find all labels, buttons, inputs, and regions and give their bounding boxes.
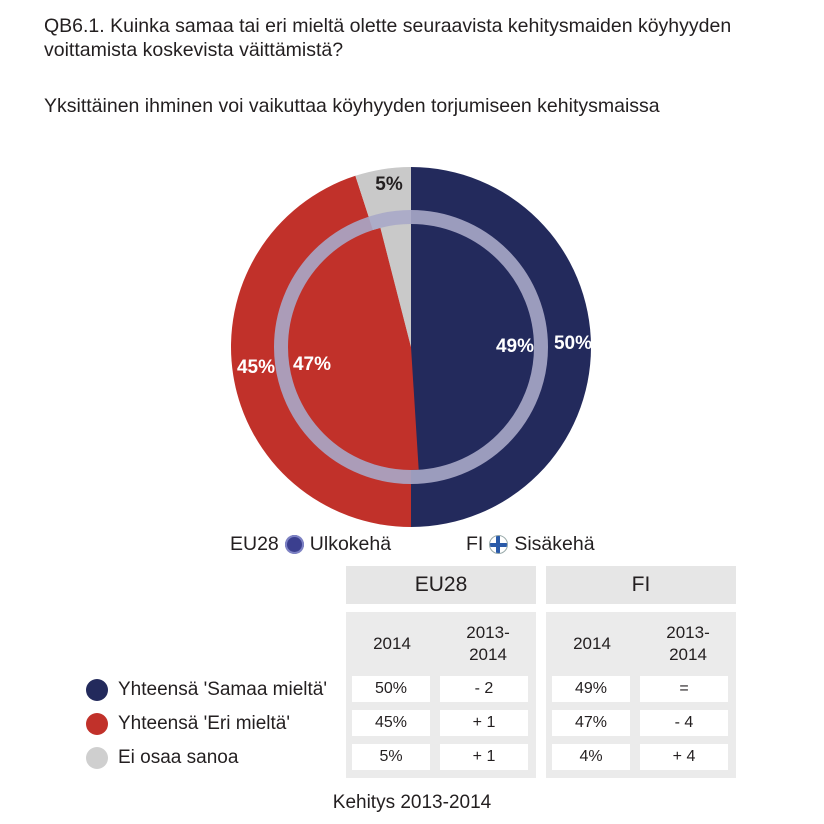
- table-cell: - 4: [640, 710, 728, 736]
- eu-flag-icon: [284, 534, 304, 554]
- inner-label-slice-disagree: 47%: [293, 354, 331, 375]
- row-label-dontknow: Ei osaa sanoa: [86, 743, 238, 773]
- col-eu-year: 2014: [346, 616, 438, 672]
- inner-slice-disagree: [288, 227, 419, 470]
- question-title: QB6.1. Kuinka samaa tai eri mieltä olett…: [44, 15, 732, 61]
- footer-note: Kehitys 2013-2014: [332, 792, 492, 813]
- row-label-agree: Yhteensä 'Samaa mieltä': [86, 675, 327, 705]
- table-cell: + 1: [440, 710, 528, 736]
- dontknow-dot-icon: [86, 747, 108, 769]
- table-cell: 50%: [352, 676, 430, 702]
- col-eu-change: 2013- 2014: [440, 616, 536, 672]
- table-cell: - 2: [440, 676, 528, 702]
- row-label-disagree: Yhteensä 'Eri mieltä': [86, 709, 290, 739]
- inner-label-slice-agree: 49%: [496, 336, 534, 357]
- col-fi-change: 2013- 2014: [640, 616, 736, 672]
- table-cell: 45%: [352, 710, 430, 736]
- table-cell: + 4: [640, 744, 728, 770]
- legend-fi: FI Sisäkehä: [466, 530, 595, 558]
- outer-label-slice-dontknow: 5%: [375, 174, 403, 195]
- pie-chart: 50% 45% 5% 49% 47%: [231, 167, 592, 528]
- inner-ring: [274, 210, 548, 484]
- inner-slice-dontknow: [380, 224, 411, 347]
- header-eu28: EU28: [346, 566, 536, 604]
- table-cell: 49%: [552, 676, 630, 702]
- disagree-dot-icon: [86, 713, 108, 735]
- legend-eu-ring: Ulkokehä: [309, 533, 392, 555]
- legend-fi-ring: Sisäkehä: [514, 533, 595, 555]
- agree-dot-icon: [86, 679, 108, 701]
- legend-eu: EU28 Ulkokehä: [230, 530, 391, 558]
- legend-eu-label: EU28: [230, 533, 279, 555]
- outer-label-slice-agree: 50%: [554, 333, 592, 354]
- table-cell: 5%: [352, 744, 430, 770]
- table-cell: 4%: [552, 744, 630, 770]
- legend-fi-label: FI: [466, 533, 484, 555]
- table-cell: 47%: [552, 710, 630, 736]
- header-fi: FI: [546, 566, 736, 604]
- inner-slice-agree: [411, 224, 534, 470]
- table-cell: =: [640, 676, 728, 702]
- fi-flag-icon: [489, 534, 509, 554]
- col-fi-year: 2014: [546, 616, 638, 672]
- outer-label-slice-disagree: 45%: [237, 357, 275, 378]
- chart-subtitle: Yksittäinen ihminen voi vaikuttaa köyhyy…: [44, 95, 660, 117]
- table-cell: + 1: [440, 744, 528, 770]
